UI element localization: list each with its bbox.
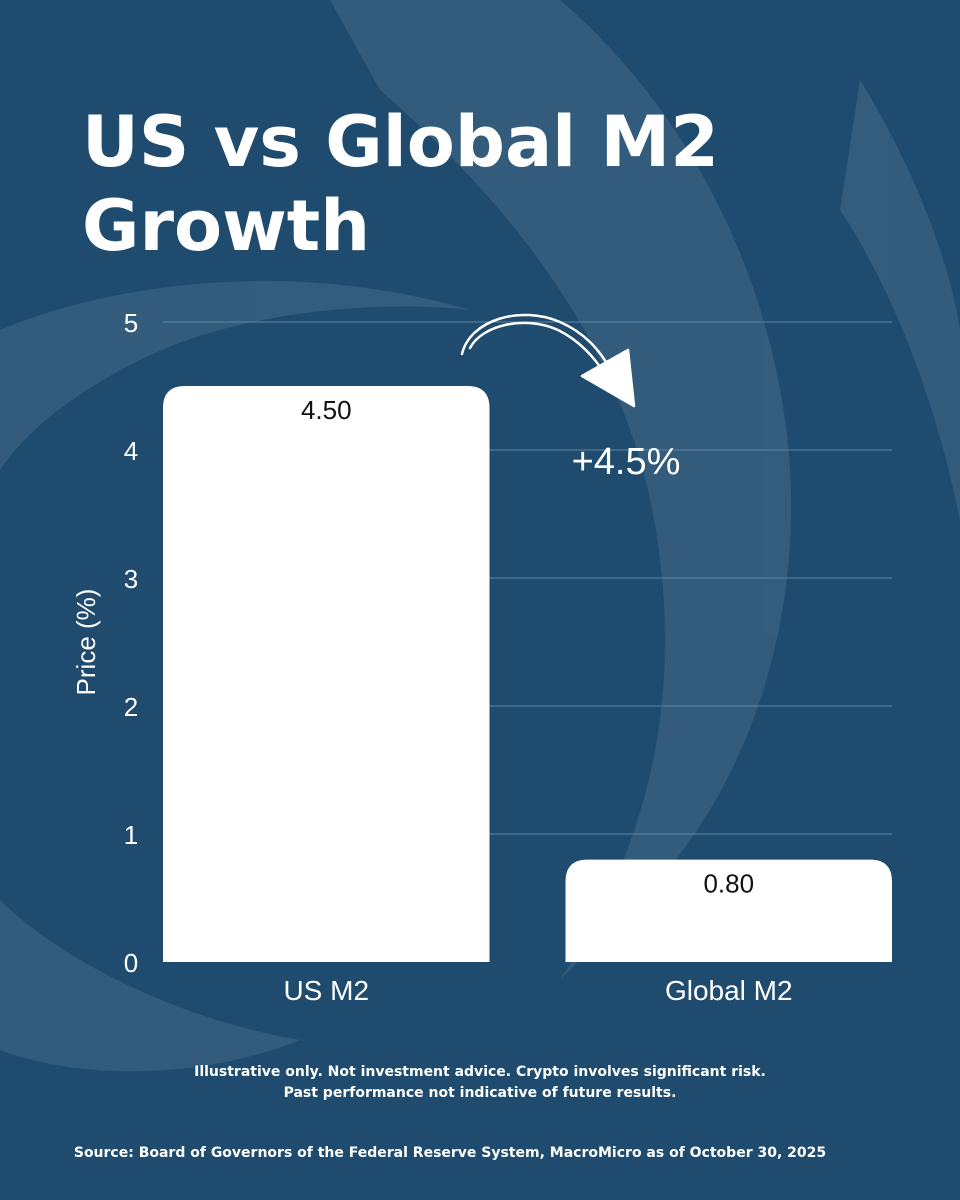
growth-annotation: +4.5% <box>572 441 681 483</box>
bar-chart: 0 1 2 3 4 5 Price (%) 4.50 0.80 US M2 Global M2… <box>71 308 892 1006</box>
x-tick-label: US M2 <box>283 975 369 1006</box>
bar-global-m2 <box>565 859 892 962</box>
source-note: Source: Board of Governors of the Federa… <box>73 1145 827 1161</box>
disclaimer-line-2: Past performance not indicative of futur… <box>283 1085 677 1101</box>
disclaimer-line-1: Illustrative only. Not investment advice… <box>194 1064 766 1080</box>
y-axis-ticks: 0 1 2 3 4 5 <box>124 308 138 978</box>
bar-value-label: 4.50 <box>301 395 352 425</box>
x-tick-label: Global M2 <box>665 975 793 1006</box>
y-tick-label: 0 <box>124 948 138 978</box>
x-axis-ticks: US M2 Global M2 <box>283 975 792 1006</box>
bar-value-label: 0.80 <box>703 869 754 899</box>
curved-arrow-icon <box>460 313 636 408</box>
y-axis-label: Price (%) <box>71 589 101 696</box>
page-title: US vs Global M2 Growth <box>82 101 719 267</box>
y-tick-label: 5 <box>124 308 138 338</box>
bars: 4.50 0.80 <box>163 386 892 962</box>
bar-us-m2 <box>163 386 490 962</box>
y-tick-label: 1 <box>124 820 138 850</box>
y-tick-label: 3 <box>124 564 138 594</box>
disclaimer: Illustrative only. Not investment advice… <box>0 1062 960 1104</box>
y-tick-label: 2 <box>124 692 138 722</box>
y-tick-label: 4 <box>124 436 138 466</box>
